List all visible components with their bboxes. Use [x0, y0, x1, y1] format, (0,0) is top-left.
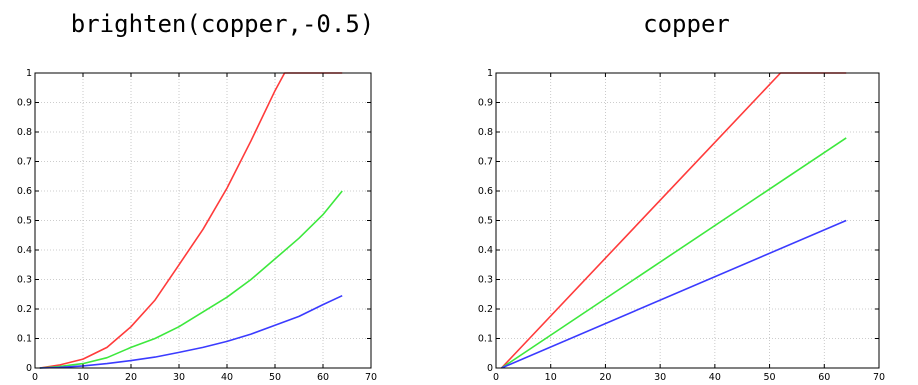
- y-tick-label: 0.5: [17, 216, 32, 227]
- series-line: [39, 190, 343, 369]
- x-tick-label: 60: [317, 372, 329, 383]
- y-tick-label: 0.8: [17, 127, 32, 138]
- y-tick-label: 0.2: [478, 304, 493, 315]
- series-line: [501, 219, 847, 369]
- y-tick-label: 0.5: [478, 216, 493, 227]
- x-tick-label: 30: [173, 372, 185, 383]
- left-chart-panel: brighten(copper,-0.5) 0 10 20 30 40 50 60 70 0 0.…: [17, 10, 377, 383]
- y-tick-label: 1: [26, 68, 32, 79]
- y-tick-label: 0: [487, 363, 493, 374]
- y-tick-label: 0.9: [17, 98, 32, 109]
- y-tick-label: 0: [26, 363, 32, 374]
- y-tick-label: 1: [487, 68, 493, 79]
- left-line-chart: 0 10 20 30 40 50 60 70 0 0.1 0.2 0.3 0.4 0.5 0.6 0.7 0.8…: [17, 68, 377, 383]
- y-tick-label: 0.1: [478, 334, 493, 345]
- y-tick-label: 0.4: [478, 245, 493, 256]
- y-tick-label: 0.4: [17, 245, 32, 256]
- x-tick-label: 10: [545, 372, 557, 383]
- x-tick-label: 30: [654, 372, 666, 383]
- y-tick-label: 0.6: [17, 186, 32, 197]
- x-tick-label: 10: [77, 372, 89, 383]
- x-tick-label: 40: [709, 372, 721, 383]
- x-tick-label: 70: [365, 372, 377, 383]
- y-tick-label: 0.7: [17, 157, 32, 168]
- x-tick-label: 70: [873, 372, 885, 383]
- y-tick-label: 0.7: [478, 157, 493, 168]
- x-tick-label: 0: [493, 372, 499, 383]
- chart-title: brighten(copper,-0.5): [70, 10, 375, 38]
- y-tick-label: 0.3: [478, 275, 493, 286]
- right-chart-panel: copper 0 10 20 30 40 50 60 70 0 0.1 0.2 0.3 0.4 0.5 0.…: [459, 0, 918, 385]
- x-tick-label: 0: [32, 372, 38, 383]
- y-tick-label: 0.8: [478, 127, 493, 138]
- x-tick-label: 50: [764, 372, 776, 383]
- series-line: [501, 137, 847, 369]
- x-tick-label: 20: [599, 372, 611, 383]
- x-tick-label: 60: [818, 372, 830, 383]
- series-line: [39, 294, 343, 369]
- x-tick-label: 50: [269, 372, 281, 383]
- y-tick-label: 0.1: [17, 334, 32, 345]
- y-tick-label: 0.3: [17, 275, 32, 286]
- y-tick-label: 0.9: [478, 98, 493, 109]
- x-tick-label: 20: [125, 372, 137, 383]
- chart-title: copper: [643, 10, 730, 38]
- y-tick-label: 0.6: [478, 186, 493, 197]
- y-tick-label: 0.2: [17, 304, 32, 315]
- right-line-chart: 0 10 20 30 40 50 60 70 0 0.1 0.2 0.3 0.4 0.5 0.6 0.7 0.8…: [478, 68, 885, 383]
- x-tick-label: 40: [221, 372, 233, 383]
